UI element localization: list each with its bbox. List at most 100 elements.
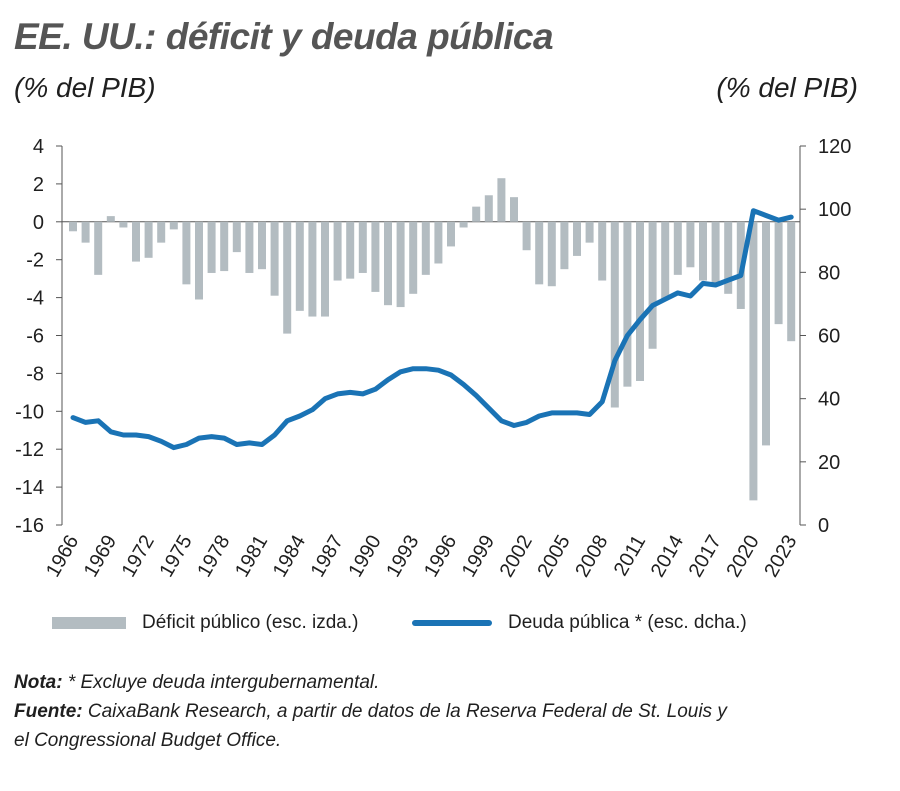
- x-tick-label: 1972: [118, 532, 159, 582]
- deficit-bar: [232, 221, 241, 253]
- x-tick-label: 1984: [269, 532, 310, 582]
- right-axis-unit: (% del PIB): [716, 72, 858, 103]
- deficit-bar: [119, 221, 128, 228]
- x-tick-label: 2014: [647, 532, 688, 582]
- x-tick-label: 1987: [307, 532, 348, 582]
- deficit-bar: [522, 221, 531, 251]
- source-label: Fuente:: [14, 701, 83, 722]
- debt-line-group: [70, 208, 794, 451]
- deficit-bar: [396, 221, 405, 308]
- deficit-bar: [157, 221, 166, 243]
- x-tick-label: 1975: [155, 532, 196, 582]
- deficit-bar: [623, 221, 632, 387]
- deficit-bar: [510, 197, 518, 222]
- deficit-bar: [447, 221, 455, 247]
- deficit-bar: [283, 221, 292, 334]
- x-tick-label: 1999: [458, 532, 499, 582]
- x-tick-label: 2002: [496, 532, 537, 582]
- deficit-bar: [661, 221, 670, 300]
- deficit-bar: [648, 221, 657, 349]
- debt-line: [70, 208, 794, 451]
- deficit-bar: [724, 221, 733, 294]
- note-label: Nota:: [14, 672, 63, 693]
- deficit-bar: [384, 221, 392, 306]
- right-tick-label: 40: [818, 389, 840, 411]
- x-tick-label: 1969: [80, 532, 121, 582]
- deficit-bar: [434, 221, 443, 264]
- source-text-1: CaixaBank Research, a partir de datos de…: [82, 701, 727, 722]
- deficit-bar: [484, 195, 493, 222]
- deficit-bar: [472, 206, 481, 222]
- deficit-bar: [258, 221, 266, 270]
- x-tick-label: 2023: [760, 532, 801, 582]
- right-tick-label: 60: [818, 326, 840, 348]
- legend-swatch-line: [412, 620, 492, 626]
- deficit-bar: [207, 221, 216, 273]
- x-tick-label: 2020: [722, 532, 763, 582]
- right-tick-label: 20: [818, 452, 840, 474]
- footnotes: Nota: * Excluye deuda intergubernamental…: [14, 668, 727, 755]
- left-tick-label: 0: [33, 212, 44, 234]
- left-tick-label: -10: [15, 401, 44, 423]
- x-tick-label: 2017: [685, 532, 726, 582]
- deficit-bar: [573, 221, 581, 256]
- deficit-bar: [220, 221, 229, 272]
- x-tick-label: 1966: [42, 532, 83, 582]
- axes: [56, 145, 806, 526]
- deficit-bar: [459, 221, 468, 228]
- deficit-bar: [762, 221, 770, 446]
- deficit-bar: [182, 221, 191, 285]
- x-tick-label: 2008: [571, 532, 612, 582]
- x-tick-label: 1990: [344, 532, 385, 582]
- left-tick-label: -8: [26, 363, 44, 385]
- x-tick-label: 1993: [382, 532, 423, 582]
- deficit-bar: [106, 216, 115, 222]
- x-tick-label: 1978: [193, 532, 234, 582]
- deficit-bar: [270, 221, 279, 296]
- deficit-bar: [547, 221, 556, 287]
- x-tick-label: 1996: [420, 532, 461, 582]
- deficit-bar: [421, 221, 430, 275]
- legend-label-deficit: Déficit público (esc. izda.): [142, 612, 359, 633]
- deficit-bar: [787, 221, 796, 342]
- left-tick-label: 4: [33, 136, 44, 158]
- deficit-bar: [245, 221, 254, 273]
- deficit-bar: [346, 221, 355, 279]
- source-line-2: el Congressional Budget Office.: [14, 730, 282, 751]
- left-tick-label: -4: [26, 288, 44, 310]
- left-axis-unit: (% del PIB): [14, 72, 156, 103]
- deficit-bar: [699, 221, 707, 281]
- deficit-bar: [673, 221, 682, 275]
- right-tick-label: 100: [818, 199, 851, 221]
- left-tick-label: 2: [33, 174, 44, 196]
- deficit-bar: [195, 221, 203, 300]
- deficit-bar: [94, 221, 103, 275]
- deficit-bar: [144, 221, 153, 258]
- deficit-bar: [749, 221, 758, 501]
- left-tick-label: -14: [15, 477, 44, 499]
- x-tick-label: 2005: [533, 532, 574, 582]
- deficit-bar: [560, 221, 569, 270]
- deficit-bar: [686, 221, 695, 268]
- deficit-bar: [585, 221, 594, 243]
- legend-swatch-bar: [52, 617, 126, 629]
- deficit-bar: [371, 221, 380, 292]
- deficit-bar: [774, 221, 783, 325]
- left-tick-label: -2: [26, 250, 44, 272]
- deficit-bar: [535, 221, 544, 285]
- deficit-bar: [169, 221, 178, 230]
- x-tick-label: 1981: [231, 532, 272, 582]
- deficit-bar: [497, 178, 506, 222]
- chart-title: EE. UU.: déficit y deuda pública: [14, 16, 554, 57]
- note-text: * Excluye deuda intergubernamental.: [62, 672, 380, 693]
- tick-labels: 420-2-4-6-8-10-12-14-1612010080604020019…: [15, 136, 851, 581]
- deficit-bar: [409, 221, 418, 294]
- deficit-bar: [358, 221, 367, 273]
- deficit-bar: [81, 221, 90, 243]
- deficit-bars: [69, 178, 796, 501]
- source-line: Fuente: CaixaBank Research, a partir de …: [14, 697, 727, 726]
- left-tick-label: -6: [26, 326, 44, 348]
- deficit-bar: [711, 221, 720, 287]
- legend-label-debt: Deuda pública * (esc. dcha.): [508, 612, 747, 633]
- deficit-bar: [598, 221, 607, 281]
